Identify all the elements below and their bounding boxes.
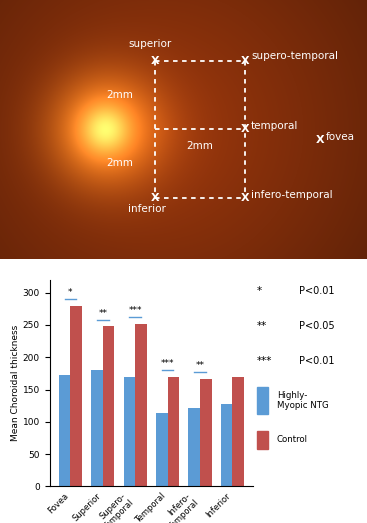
Bar [59,374,70,486]
Text: **: ** [98,309,107,318]
Text: superior: superior [128,39,172,49]
Bar [232,377,244,486]
Bar [135,324,147,486]
Text: X: X [316,135,324,145]
Text: P<0.05: P<0.05 [299,321,334,331]
Text: X: X [151,193,159,203]
Bar [257,430,268,449]
Text: ***: *** [257,356,272,366]
Text: ***: *** [128,306,142,315]
Bar [156,414,168,486]
Bar [91,370,103,486]
Text: fovea: fovea [326,132,355,142]
Text: Control: Control [277,436,308,445]
Text: P<0.01: P<0.01 [299,286,334,296]
Bar [168,377,179,486]
Bar [70,305,82,486]
Text: X: X [241,124,249,134]
Text: supero-temporal: supero-temporal [251,51,338,61]
Text: *: * [68,288,73,297]
Bar [200,379,212,486]
Text: infero-temporal: infero-temporal [251,190,333,200]
Text: **: ** [196,361,204,370]
Text: X: X [151,56,159,66]
Bar [124,377,135,486]
Text: 2mm: 2mm [186,141,214,151]
Text: 2mm: 2mm [106,158,133,168]
Text: **: ** [257,321,267,331]
Text: Highly-
Myopic NTG: Highly- Myopic NTG [277,391,328,411]
Text: 2mm: 2mm [106,90,133,100]
Bar [221,404,232,486]
Bar [103,326,115,486]
Text: ***: *** [161,359,174,368]
Y-axis label: Mean Choroidal thickness: Mean Choroidal thickness [11,325,20,441]
Text: X: X [241,56,249,66]
Bar [188,407,200,486]
Text: *: * [257,286,262,296]
Text: inferior: inferior [128,204,166,214]
Bar [257,387,268,414]
Text: X: X [241,193,249,203]
Text: P<0.01: P<0.01 [299,356,334,366]
Text: temporal: temporal [251,121,298,131]
